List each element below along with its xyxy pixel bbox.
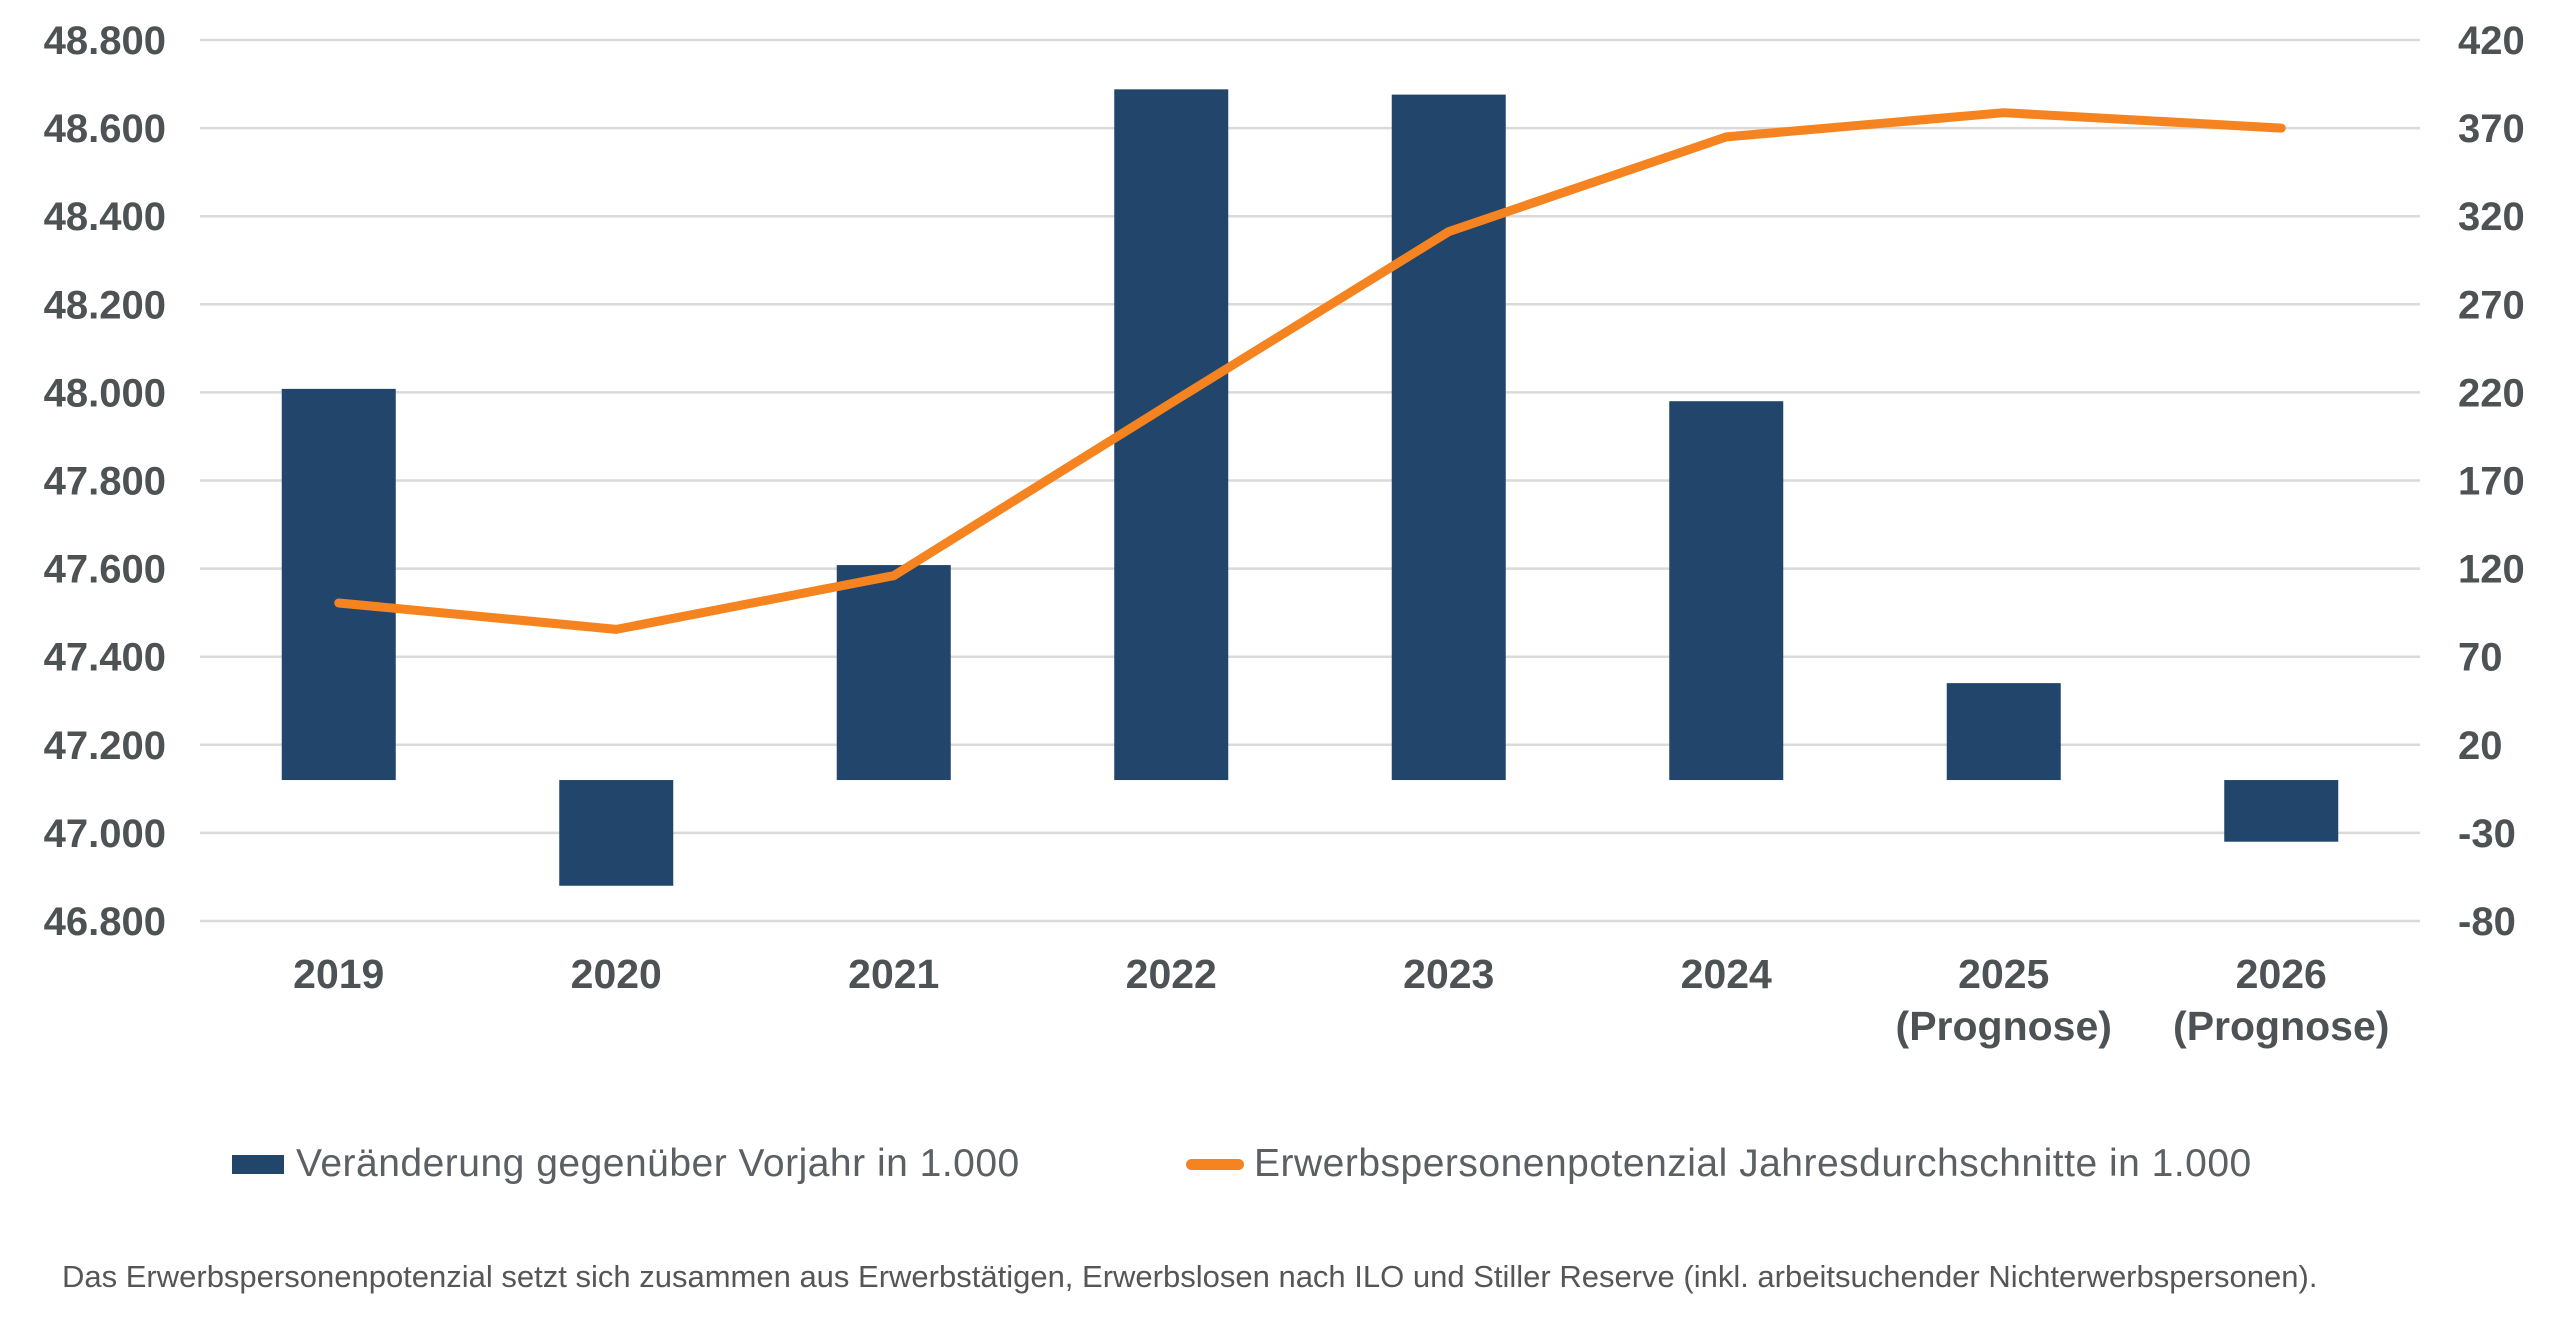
legend-label-bars: Veränderung gegenüber Vorjahr in 1.000 [296, 1142, 1020, 1185]
right-axis-tick-label: 220 [2458, 371, 2525, 415]
right-axis-tick-label: 270 [2458, 283, 2525, 327]
right-axis-tick-label: 170 [2458, 460, 2525, 504]
left-axis-tick-label: 48.200 [44, 283, 166, 327]
line-series-swatch-icon [1186, 1158, 1244, 1170]
right-axis-tick-label: 70 [2458, 636, 2503, 680]
right-axis-tick-label: -80 [2458, 900, 2516, 944]
x-axis-label: 2023 [1403, 951, 1494, 997]
legend-item-line: Erwerbspersonenpotenzial Jahresdurchschn… [1186, 1142, 2252, 1186]
gridlines [200, 38, 2420, 923]
x-axis-label: 2024 [1681, 951, 1772, 997]
x-axis-label: 2020 [571, 951, 662, 997]
right-axis-tick-label: 370 [2458, 107, 2525, 151]
left-axis-tick-label: 47.600 [44, 548, 166, 592]
x-axis-sublabel: (Prognose) [2173, 1003, 2389, 1049]
left-axis-ticks: 48.800 48.600 48.400 48.200 48.000 47.800 47.6… [44, 19, 166, 944]
left-axis-tick-label: 47.200 [44, 724, 166, 768]
right-axis-ticks: 420 370 320 270 220 170 120 70 20 -30 -80 [2458, 19, 2525, 944]
left-axis-tick-label: 48.000 [44, 371, 166, 415]
left-axis-tick-label: 46.800 [44, 900, 166, 944]
footnote: Das Erwerbspersonenpotenzial setzt sich … [62, 1259, 2318, 1294]
x-axis-label: 2019 [293, 951, 384, 997]
left-axis-tick-label: 48.800 [44, 19, 166, 63]
line-series [334, 108, 2286, 634]
bar [1114, 89, 1229, 781]
left-axis-tick-label: 48.400 [44, 195, 166, 239]
right-axis-tick-label: -30 [2458, 812, 2516, 856]
left-axis-tick-label: 47.000 [44, 812, 166, 856]
x-axis-label: 2021 [848, 951, 939, 997]
x-axis-label: 2026 [2236, 951, 2327, 997]
bar [1946, 683, 2061, 781]
right-axis-tick-label: 320 [2458, 195, 2525, 239]
x-axis-labels: 2019 2020 2021 2022 2023 2024 2025 (Prognose) 20… [293, 951, 2389, 1049]
bar-series-swatch-icon [232, 1154, 284, 1174]
bar [1391, 94, 1506, 781]
x-axis-sublabel: (Prognose) [1896, 1003, 2112, 1049]
bar [559, 780, 674, 886]
left-axis-tick-label: 47.800 [44, 460, 166, 504]
legend-item-bars: Veränderung gegenüber Vorjahr in 1.000 [232, 1142, 1020, 1186]
bar [1669, 401, 1784, 781]
x-axis-label: 2025 [1958, 951, 2049, 997]
legend-label-line: Erwerbspersonenpotenzial Jahresdurchschn… [1254, 1142, 2252, 1185]
bar-series [281, 89, 2339, 886]
bar [836, 565, 951, 781]
bar [281, 388, 396, 781]
x-axis-label: 2022 [1126, 951, 1217, 997]
right-axis-tick-label: 120 [2458, 548, 2525, 592]
bar [2224, 780, 2339, 842]
right-axis-tick-label: 20 [2458, 724, 2503, 768]
left-axis-tick-label: 47.400 [44, 636, 166, 680]
right-axis-tick-label: 420 [2458, 19, 2525, 63]
left-axis-tick-label: 48.600 [44, 107, 166, 151]
chart-legend: Veränderung gegenüber Vorjahr in 1.000 E… [0, 1142, 2560, 1186]
